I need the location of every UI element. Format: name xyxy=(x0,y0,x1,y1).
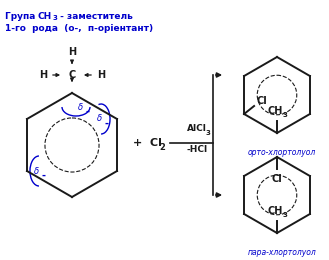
Text: H: H xyxy=(39,70,47,80)
Text: δ: δ xyxy=(35,166,39,176)
Text: -HCl: -HCl xyxy=(187,145,208,154)
Text: CH: CH xyxy=(38,12,52,21)
Text: δ: δ xyxy=(77,102,83,112)
Text: 2: 2 xyxy=(159,144,165,153)
Text: Група: Група xyxy=(5,12,38,21)
Text: орто-хлортолуол: орто-хлортолуол xyxy=(248,148,316,157)
Text: -: - xyxy=(42,171,46,181)
Text: Cl: Cl xyxy=(272,174,282,184)
Text: -: - xyxy=(104,119,108,129)
Text: 3: 3 xyxy=(283,212,288,218)
Text: CH: CH xyxy=(267,206,283,216)
Text: CH: CH xyxy=(267,106,283,116)
Text: AlCl: AlCl xyxy=(187,124,206,133)
Text: 3: 3 xyxy=(283,112,288,118)
Text: - заместитель: - заместитель xyxy=(57,12,133,21)
Text: -: - xyxy=(85,107,89,117)
Text: Cl: Cl xyxy=(257,96,267,106)
Text: C: C xyxy=(68,70,76,80)
Text: H: H xyxy=(97,70,105,80)
Text: 3: 3 xyxy=(206,130,210,136)
Text: δ: δ xyxy=(96,114,102,124)
Text: 1-го  рода  (о-,  п-оріентант): 1-го рода (о-, п-оріентант) xyxy=(5,24,153,33)
Text: +  Cl: + Cl xyxy=(133,138,162,148)
Text: 3: 3 xyxy=(53,15,58,21)
Text: пара-хлортолуол: пара-хлортолуол xyxy=(248,248,316,257)
Text: H: H xyxy=(68,47,76,57)
